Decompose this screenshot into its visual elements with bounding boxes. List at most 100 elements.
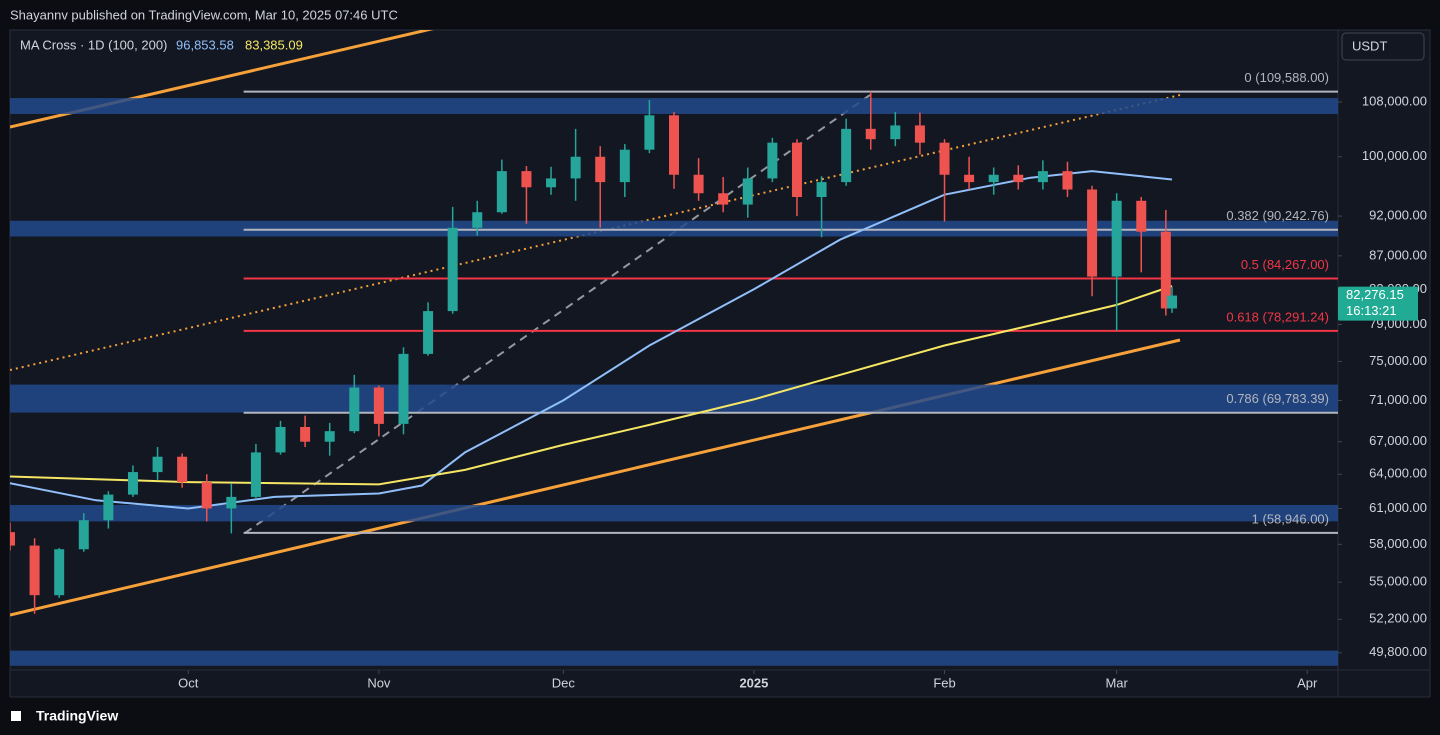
candle-body (300, 426, 311, 442)
candle-body (1037, 171, 1048, 183)
candle-body (152, 456, 163, 473)
candle-body (1167, 295, 1177, 309)
y-tick-label: 67,000.00 (1369, 433, 1427, 448)
brand-logo (11, 711, 21, 721)
candle-body (226, 496, 237, 509)
ma-value: 96,853.58 (176, 37, 234, 52)
byline: Shayannv published on TradingView.com, M… (10, 7, 398, 22)
y-tick-label: 61,000.00 (1369, 500, 1427, 515)
candle-body (964, 174, 975, 183)
candle-body (546, 178, 557, 188)
y-tick-label: 71,000.00 (1369, 392, 1427, 407)
indicator-title: MA Cross · 1D (100, 200) (20, 37, 167, 52)
currency-label: USDT (1352, 38, 1387, 53)
candle-body (103, 494, 114, 521)
candle-body (816, 182, 827, 198)
candle-body (201, 482, 212, 509)
candle-body (570, 156, 581, 179)
y-tick-label: 64,000.00 (1369, 466, 1427, 481)
y-tick-label: 108,000.00 (1362, 93, 1427, 108)
candle-body (890, 125, 901, 140)
brand: TradingView (11, 708, 118, 724)
candle-body (1087, 189, 1098, 277)
candle-body (742, 178, 753, 205)
candle-body (1136, 200, 1147, 232)
candle-body (10, 532, 15, 546)
candle-body (718, 193, 729, 205)
candle-body (644, 115, 655, 150)
ma-value: 83,385.09 (245, 37, 303, 52)
candle-body (521, 171, 532, 188)
candle-body (1111, 200, 1122, 277)
fib-label: 0.786 (69,783.39) (1226, 391, 1329, 406)
candle-body (669, 115, 679, 175)
zone (10, 220, 1338, 237)
candle-body (841, 128, 852, 183)
axes: 108,000.00100,000.0092,000.0087,000.0083… (178, 93, 1427, 690)
zone (10, 98, 1338, 114)
candle-body (275, 426, 286, 453)
x-tick-label: Mar (1105, 675, 1128, 690)
candle-body (619, 149, 630, 183)
last-price-label: 82,276.15 (1346, 287, 1404, 302)
candle-body (791, 142, 802, 198)
y-tick-label: 58,000.00 (1369, 536, 1427, 551)
fib-label: 0.382 (90,242.76) (1226, 208, 1329, 223)
candle-body (1013, 174, 1024, 183)
x-tick-label: Oct (178, 675, 199, 690)
candle-body (398, 353, 409, 424)
candle-body (595, 156, 606, 183)
candle-body (127, 472, 138, 495)
zone (10, 384, 1338, 413)
candle-body (865, 128, 876, 140)
candle-body (693, 174, 704, 194)
candle-body (177, 456, 188, 483)
candle-body (1062, 171, 1073, 190)
fib-label: 0.618 (78,291.24) (1226, 309, 1329, 324)
brand-name: TradingView (36, 708, 118, 724)
candle-body (988, 174, 999, 183)
fib-label: 1 (58,946.00) (1252, 511, 1329, 526)
x-tick-label: Feb (933, 675, 955, 690)
y-tick-label: 92,000.00 (1369, 208, 1427, 223)
y-tick-label: 75,000.00 (1369, 353, 1427, 368)
candle-body (373, 387, 384, 424)
candle-body (349, 387, 360, 432)
candle-body (1160, 231, 1171, 309)
candle-body (939, 142, 950, 175)
candle-body (250, 452, 261, 497)
x-tick-label: 2025 (739, 675, 768, 690)
zone (10, 650, 1338, 666)
candle-body (767, 142, 778, 179)
moving-average (10, 285, 1173, 486)
plot: 0 (109,588.00) 0.382 (90,242.76) 0.5 (84,2… (10, 70, 1338, 666)
x-tick-label: Dec (552, 675, 576, 690)
candle-body (447, 227, 458, 312)
x-tick-label: Nov (367, 675, 391, 690)
countdown-label: 16:13:21 (1346, 303, 1397, 318)
last-price-tag (1338, 286, 1418, 321)
y-tick-label: 55,000.00 (1369, 574, 1427, 589)
moving-average (10, 170, 1173, 510)
y-tick-label: 52,200.00 (1369, 611, 1427, 626)
fib-trend (244, 94, 871, 534)
y-tick-label: 87,000.00 (1369, 247, 1427, 262)
zone (10, 504, 1338, 522)
x-tick-label: Apr (1297, 675, 1318, 690)
candle-body (78, 520, 89, 550)
candle-body (29, 545, 40, 596)
currency-button[interactable] (1341, 32, 1425, 61)
fib-label: 0 (109,588.00) (1244, 70, 1329, 85)
chart-frame (9, 29, 1431, 698)
candle-body (472, 212, 483, 228)
y-tick-label: 100,000.00 (1362, 148, 1427, 163)
candle-body (324, 431, 335, 442)
candle-body (54, 549, 65, 596)
candle-body (496, 171, 507, 213)
fib-label: 0.5 (84,267.00) (1241, 257, 1329, 272)
candle-body (914, 125, 925, 143)
candle-body (423, 311, 434, 354)
y-tick-label: 49,800.00 (1369, 644, 1427, 659)
